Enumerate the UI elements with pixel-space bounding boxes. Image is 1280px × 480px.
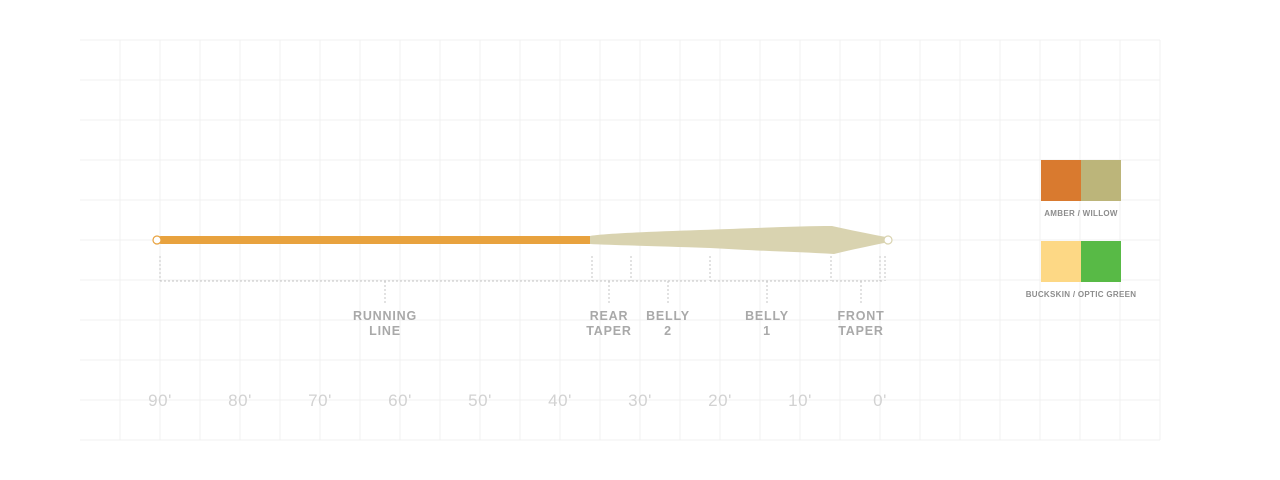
- scale-tick: 0': [873, 391, 887, 410]
- segment-label-belly-1: BELLY 1: [707, 309, 827, 339]
- segment-label-belly-2: BELLY 2: [608, 309, 728, 339]
- running-line-shape: [158, 236, 594, 244]
- dimension-lines: [159, 256, 886, 303]
- color-swatch-buckskin-optic-green: [1041, 241, 1121, 282]
- scale-tick: 70': [308, 391, 332, 410]
- rear-loop-icon: [152, 235, 162, 245]
- swatch-color-optic-green: [1081, 241, 1121, 282]
- segment-label-line1: FRONT: [837, 309, 885, 323]
- scale-tick: 60': [388, 391, 412, 410]
- swatch-color-amber: [1041, 160, 1081, 201]
- segment-label-line1: BELLY: [646, 309, 690, 323]
- scale-tick: 50': [468, 391, 492, 410]
- segment-label-line2: TAPER: [586, 324, 632, 338]
- scale-tick: 30': [628, 391, 652, 410]
- color-option-label: AMBER / WILLOW: [1044, 209, 1118, 218]
- segment-label-line2: 2: [664, 324, 672, 338]
- head-taper-shape: [590, 226, 887, 254]
- segment-label-rear-taper: REAR TAPER: [549, 309, 669, 339]
- scale-tick: 20': [708, 391, 732, 410]
- segment-label-front-taper: FRONT TAPER: [801, 309, 921, 339]
- segment-label-running-line: RUNNING LINE: [325, 309, 445, 339]
- segment-label-line2: TAPER: [838, 324, 884, 338]
- segment-label-line1: BELLY: [745, 309, 789, 323]
- segment-label-line2: 1: [763, 324, 771, 338]
- color-swatch-amber-willow: [1041, 160, 1121, 201]
- segment-label-line2: LINE: [369, 324, 401, 338]
- scale-tick: 90': [148, 391, 172, 410]
- scale-tick: 10': [788, 391, 812, 410]
- color-option-label: BUCKSKIN / OPTIC GREEN: [1025, 290, 1137, 299]
- front-loop-icon: [883, 235, 893, 245]
- swatch-color-willow: [1081, 160, 1121, 201]
- segment-label-line1: RUNNING: [353, 309, 417, 323]
- segment-label-line1: REAR: [589, 309, 629, 323]
- scale-tick: 40': [548, 391, 572, 410]
- swatch-color-buckskin: [1041, 241, 1081, 282]
- scale-tick: 80': [228, 391, 252, 410]
